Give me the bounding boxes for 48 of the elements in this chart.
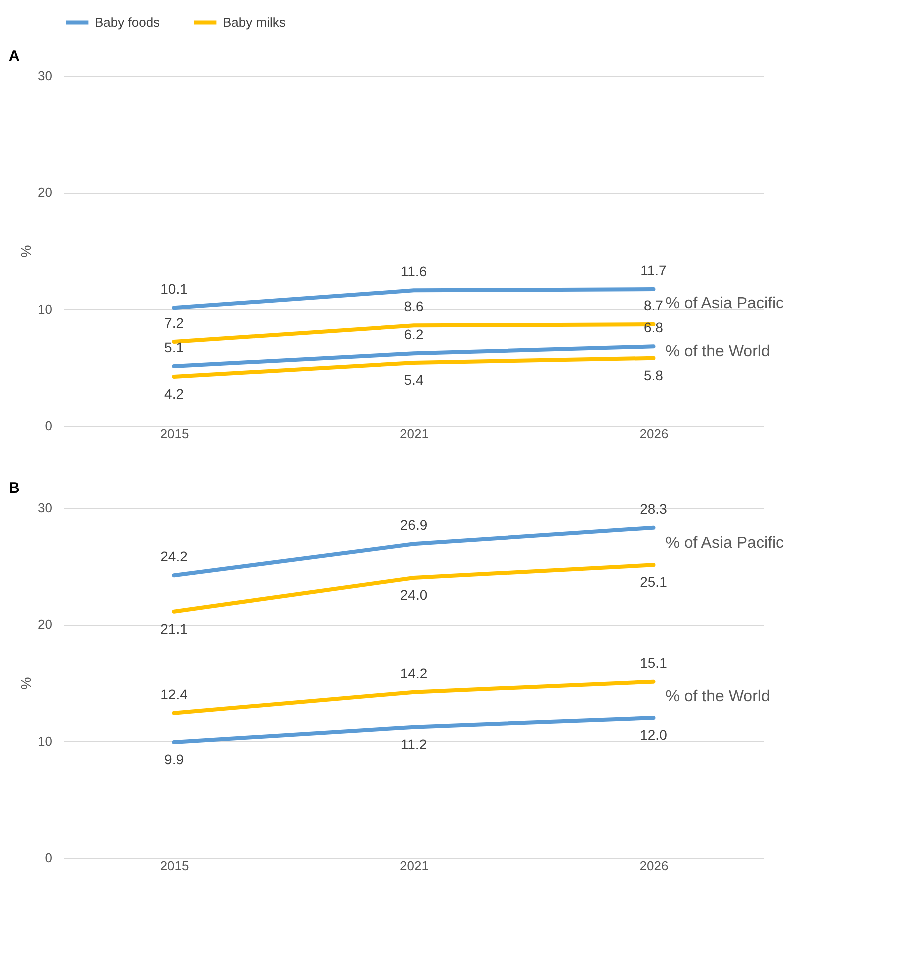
data-label: 7.2 <box>164 315 184 331</box>
y-tick-label: 20 <box>38 617 52 632</box>
y-tick-label: 0 <box>45 418 52 434</box>
data-label: 6.8 <box>644 320 664 336</box>
data-label: 9.9 <box>164 752 184 768</box>
y-tick-label: 30 <box>38 68 52 84</box>
data-label: 24.0 <box>400 587 428 603</box>
x-tick-label: 2021 <box>400 858 429 874</box>
data-label: 28.3 <box>640 500 668 517</box>
annotation: % of the World <box>666 343 770 360</box>
data-label: 11.7 <box>640 262 668 278</box>
data-label: 12.0 <box>640 727 668 743</box>
data-label: 5.1 <box>164 340 184 356</box>
y-axis-title: % <box>18 677 34 690</box>
data-label: 8.7 <box>644 298 664 314</box>
y-tick-label: 10 <box>38 734 52 749</box>
data-label: 11.2 <box>400 736 428 752</box>
y-tick-label: 10 <box>38 302 52 317</box>
y-tick-label: 20 <box>38 185 52 200</box>
x-tick-label: 2026 <box>640 858 669 874</box>
x-tick-label: 2015 <box>160 858 190 874</box>
data-label: 6.2 <box>404 326 424 343</box>
data-label: 24.2 <box>160 548 188 565</box>
data-label: 5.8 <box>644 367 664 384</box>
data-label: 4.2 <box>164 386 184 402</box>
data-label: 10.1 <box>160 281 188 298</box>
data-label: 12.4 <box>160 686 188 702</box>
data-label: 15.1 <box>640 654 668 671</box>
data-label: 21.1 <box>160 620 188 637</box>
data-label: 26.9 <box>400 517 428 534</box>
x-tick-label: 2026 <box>640 426 669 442</box>
annotation: % of Asia Pacific <box>666 296 784 312</box>
data-label: 5.4 <box>404 372 424 388</box>
chart-title: A <box>9 48 20 65</box>
y-tick-label: 0 <box>45 850 52 866</box>
x-tick-label: 2021 <box>400 426 429 442</box>
legend-label: Baby foods <box>95 14 161 30</box>
data-label: 11.6 <box>400 264 428 280</box>
data-label: 25.1 <box>640 574 668 590</box>
x-tick-label: 2015 <box>160 426 190 442</box>
annotation: % of Asia Pacific <box>666 534 784 552</box>
y-axis-title: % <box>18 245 34 258</box>
data-label: 8.6 <box>404 298 424 315</box>
y-tick-label: 30 <box>38 500 52 516</box>
chart-title: B <box>9 480 20 497</box>
legend-label: Baby milks <box>223 14 286 30</box>
annotation: % of the World <box>666 688 770 706</box>
data-label: 14.2 <box>400 665 428 682</box>
